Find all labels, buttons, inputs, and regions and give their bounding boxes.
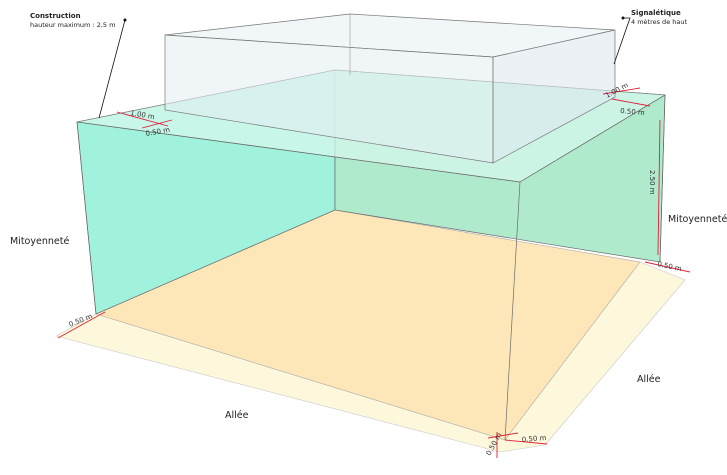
signal-title: Signalétique (631, 9, 681, 17)
label-allee-front: Allée (225, 410, 249, 421)
dimension-lines (57, 87, 691, 458)
construction-leader (98, 19, 126, 119)
dim-top-right-05m: 0.50 m (620, 107, 645, 117)
right-bottom-edge (659, 94, 666, 263)
front-edge-left (76, 121, 521, 183)
construction-subtitle: hauteur maximum : 2,5 m (30, 21, 115, 29)
label-allee-right: Allée (637, 374, 661, 385)
label-mitoyennete-left: Mitoyenneté (10, 236, 69, 247)
construction-box-right (492, 29, 616, 164)
signal-leader (613, 17, 631, 65)
label-mitoyennete-right: Mitoyenneté (668, 214, 727, 225)
signal-subtitle: 4 mètres de haut (631, 18, 687, 26)
front-vertical-edge (504, 181, 521, 441)
construction-leader-dot (123, 18, 127, 22)
signal-leader-dot (621, 16, 625, 20)
dim-height-25m: 2.50 m (648, 170, 656, 195)
front-left-vertical (76, 121, 97, 315)
front-right-connect (519, 94, 666, 183)
dim-bottom-05m: 0.50 m (521, 434, 546, 444)
construction-title: Construction (30, 12, 81, 20)
